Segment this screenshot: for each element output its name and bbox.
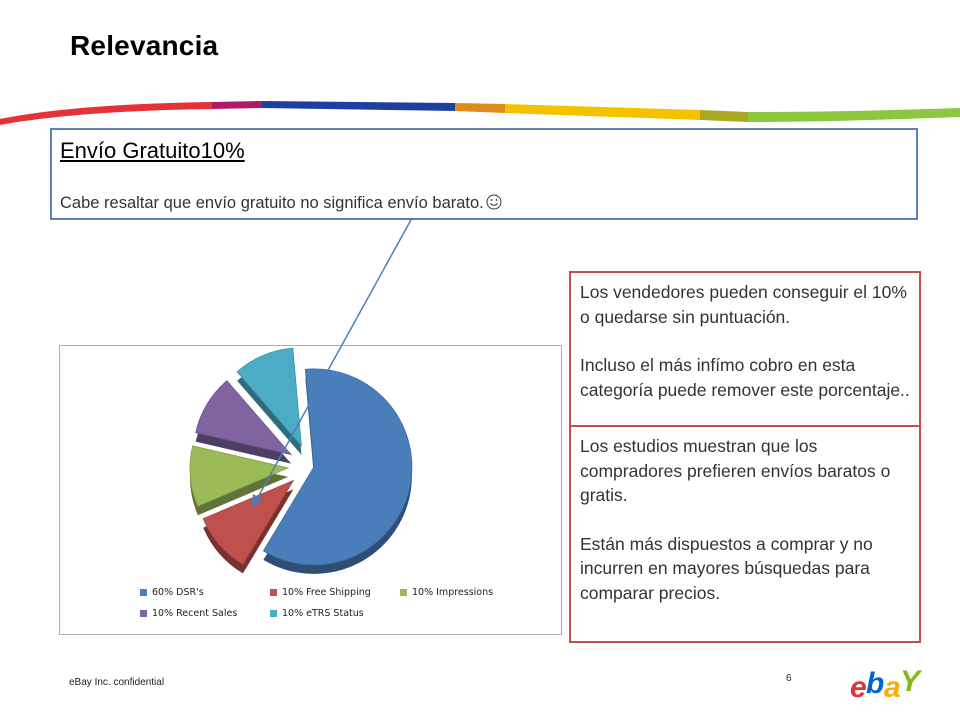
pie-chart-frame: 60% DSR's 10% Free Shipping 10% Impressi…	[59, 345, 562, 635]
confidential-footer: eBay Inc. confidential	[69, 677, 165, 688]
pie-slice-impressions-top	[189, 445, 290, 507]
pie-slice-recent-sales	[195, 380, 293, 464]
legend-label-etrs: 10% eTRS Status	[282, 608, 364, 619]
legend-item-recent-sales: 10% Recent Sales	[140, 608, 237, 619]
legend-swatch-free-shipping	[270, 589, 277, 596]
logo-letter-e: e	[850, 671, 867, 704]
sellers-score-box: Los vendedores pueden conseguir el 10% o…	[569, 271, 921, 429]
legend-label-dsr: 60% DSR's	[152, 587, 204, 598]
page-number: 6	[786, 673, 792, 684]
pie-slice-free-shipping	[202, 479, 295, 574]
logo-letter-y: Y	[900, 665, 923, 698]
legend-item-free-shipping: 10% Free Shipping	[270, 587, 371, 598]
legend-label-recent-sales: 10% Recent Sales	[152, 608, 238, 619]
ebay-logo: e b a Y	[850, 665, 923, 704]
legend-swatch-etrs	[270, 610, 277, 617]
pie-slice-dsr	[262, 368, 413, 574]
pie-chart	[189, 347, 413, 574]
legend-swatch-dsr	[140, 589, 147, 596]
free-shipping-box: Envío Gratuito10% Cabe resaltar que enví…	[50, 128, 918, 220]
sellers-score-text: Los vendedores pueden conseguir el 10% o…	[580, 282, 907, 327]
buyers-preference-box: Los estudios muestran que los compradore…	[569, 425, 921, 643]
buyers-willing-text: Están más dispuestos a comprar y no incu…	[580, 533, 873, 603]
free-shipping-heading: Envío Gratuito10%	[60, 138, 245, 163]
legend-label-impressions: 10% Impressions	[412, 587, 494, 598]
legend-item-dsr: 60% DSR's	[140, 587, 204, 598]
free-shipping-note-text: Cabe resaltar que envío gratuito no sign…	[60, 194, 484, 212]
minimal-charge-text: Incluso el más infímo cobro en esta cate…	[580, 355, 910, 400]
legend-swatch-recent-sales	[140, 610, 147, 617]
legend-label-free-shipping: 10% Free Shipping	[282, 587, 371, 598]
slide-title: Relevancia	[70, 30, 219, 61]
studies-text: Los estudios muestran que los compradore…	[580, 436, 891, 505]
pie-slice-dsr-top	[262, 368, 413, 566]
pie-slice-etrs	[236, 347, 302, 455]
logo-letter-a: a	[884, 671, 901, 704]
chart-legend: 60% DSR's 10% Free Shipping 10% Impressi…	[140, 587, 520, 629]
smiley-face-icon	[486, 194, 502, 210]
ebay-color-swoosh	[0, 101, 960, 125]
legend-item-etrs: 10% eTRS Status	[270, 608, 364, 619]
legend-item-impressions: 10% Impressions	[400, 587, 493, 598]
logo-letter-b: b	[866, 667, 884, 700]
pie-slice-free-shipping-top	[202, 479, 295, 565]
pie-slice-impressions	[189, 445, 290, 516]
free-shipping-note: Cabe resaltar que envío gratuito no sign…	[60, 194, 502, 213]
pie-slice-etrs-top	[236, 347, 302, 447]
pie-slice-recent-sales-top	[195, 380, 293, 456]
legend-swatch-impressions	[400, 589, 407, 596]
